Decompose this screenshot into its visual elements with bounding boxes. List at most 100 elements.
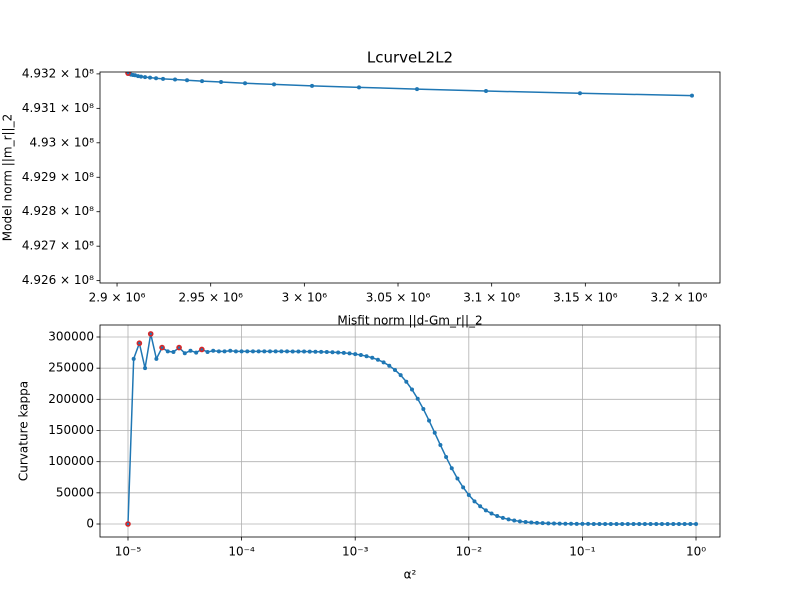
data-point <box>285 349 290 354</box>
data-point <box>577 91 582 96</box>
data-point <box>143 366 148 371</box>
data-point <box>472 499 477 504</box>
x-tick-label: 10⁻³ <box>342 545 369 559</box>
data-point <box>296 349 301 354</box>
data-point <box>483 89 488 94</box>
data-point <box>563 521 568 526</box>
data-point <box>665 522 670 527</box>
x-tick-label: 2.95 × 10⁶ <box>178 291 243 305</box>
data-point <box>154 356 159 361</box>
data-point <box>483 508 488 513</box>
data-point <box>139 74 144 79</box>
data-point <box>302 349 307 354</box>
data-point <box>185 78 190 83</box>
y-tick-label: 4.926 × 10⁸ <box>22 273 94 287</box>
x-tick-label: 3.2 × 10⁶ <box>651 291 708 305</box>
data-point <box>449 466 454 471</box>
x-tick-label: 3.1 × 10⁶ <box>463 291 520 305</box>
y-tick-label: 300000 <box>48 329 94 343</box>
data-point <box>625 521 630 526</box>
highlight-center <box>149 332 152 336</box>
data-point <box>171 349 176 354</box>
data-point <box>272 82 277 87</box>
data-point <box>608 521 613 526</box>
data-point <box>250 349 255 354</box>
data-point <box>659 522 664 527</box>
y-tick-label: 0 <box>86 517 94 531</box>
data-point <box>642 521 647 526</box>
data-point <box>370 355 375 360</box>
data-point <box>310 83 315 88</box>
data-point <box>200 79 205 84</box>
x-tick-label: 3.05 × 10⁶ <box>366 291 431 305</box>
data-point <box>387 363 392 368</box>
highlight-center <box>200 348 204 351</box>
data-point <box>330 350 335 355</box>
y-tick-label: 4.931 × 10⁸ <box>22 101 94 115</box>
y-tick-label: 4.929 × 10⁸ <box>22 170 94 184</box>
y-tick-label: 250000 <box>48 361 94 375</box>
y-axis-label: Curvature kappa <box>17 381 31 481</box>
data-point <box>161 76 166 81</box>
data-point <box>591 521 596 526</box>
data-point <box>256 349 261 354</box>
data-point <box>427 418 432 423</box>
data-point <box>597 521 602 526</box>
data-point <box>648 522 653 527</box>
plot-area <box>125 72 694 98</box>
data-point <box>410 387 415 392</box>
x-tick-label: 10⁻¹ <box>569 545 596 559</box>
x-tick-label: 10⁻⁴ <box>228 545 255 559</box>
data-point <box>307 349 312 354</box>
data-point <box>506 517 511 522</box>
data-point <box>148 75 153 80</box>
data-point <box>324 350 329 355</box>
data-point <box>228 348 233 353</box>
data-line <box>127 72 692 97</box>
data-point <box>461 485 466 490</box>
data-point <box>688 522 693 527</box>
data-point <box>444 455 449 460</box>
data-line <box>127 333 697 525</box>
data-point <box>694 522 699 527</box>
data-point <box>273 349 278 354</box>
data-point <box>546 521 551 526</box>
data-point <box>512 518 517 523</box>
x-tick-label: 10⁻² <box>456 545 483 559</box>
data-point <box>205 349 210 354</box>
data-point <box>415 87 420 92</box>
data-point <box>500 515 505 520</box>
y-tick-label: 100000 <box>48 454 94 468</box>
x-tick-label: 3.15 × 10⁶ <box>553 291 618 305</box>
data-point <box>552 521 557 526</box>
data-point <box>682 522 687 527</box>
data-point <box>495 514 500 519</box>
axes-frame <box>99 324 721 538</box>
data-point <box>216 349 221 354</box>
y-tick-label: 150000 <box>48 423 94 437</box>
data-point <box>654 522 659 527</box>
x-tick-label: 3 × 10⁶ <box>282 291 328 305</box>
data-point <box>398 373 403 378</box>
data-point <box>243 81 248 86</box>
y-tick-label: 4.928 × 10⁸ <box>22 204 94 218</box>
y-tick-label: 50000 <box>56 485 94 499</box>
data-point <box>358 353 363 358</box>
data-point <box>313 349 318 354</box>
data-point <box>689 93 694 98</box>
data-point <box>154 76 159 81</box>
data-point <box>676 522 681 527</box>
x-axis-label: Misfit norm ||d-Gm_r||_2 <box>337 314 482 328</box>
data-point <box>375 357 380 362</box>
highlight-center <box>126 72 130 75</box>
axes-frame <box>99 71 721 284</box>
data-point <box>319 349 324 354</box>
data-point <box>136 74 141 79</box>
data-point <box>540 521 545 526</box>
data-point <box>620 521 625 526</box>
y-tick-label: 4.927 × 10⁸ <box>22 239 94 253</box>
data-point <box>131 356 136 361</box>
data-point <box>211 348 216 353</box>
data-point <box>557 521 562 526</box>
data-point <box>194 350 199 355</box>
